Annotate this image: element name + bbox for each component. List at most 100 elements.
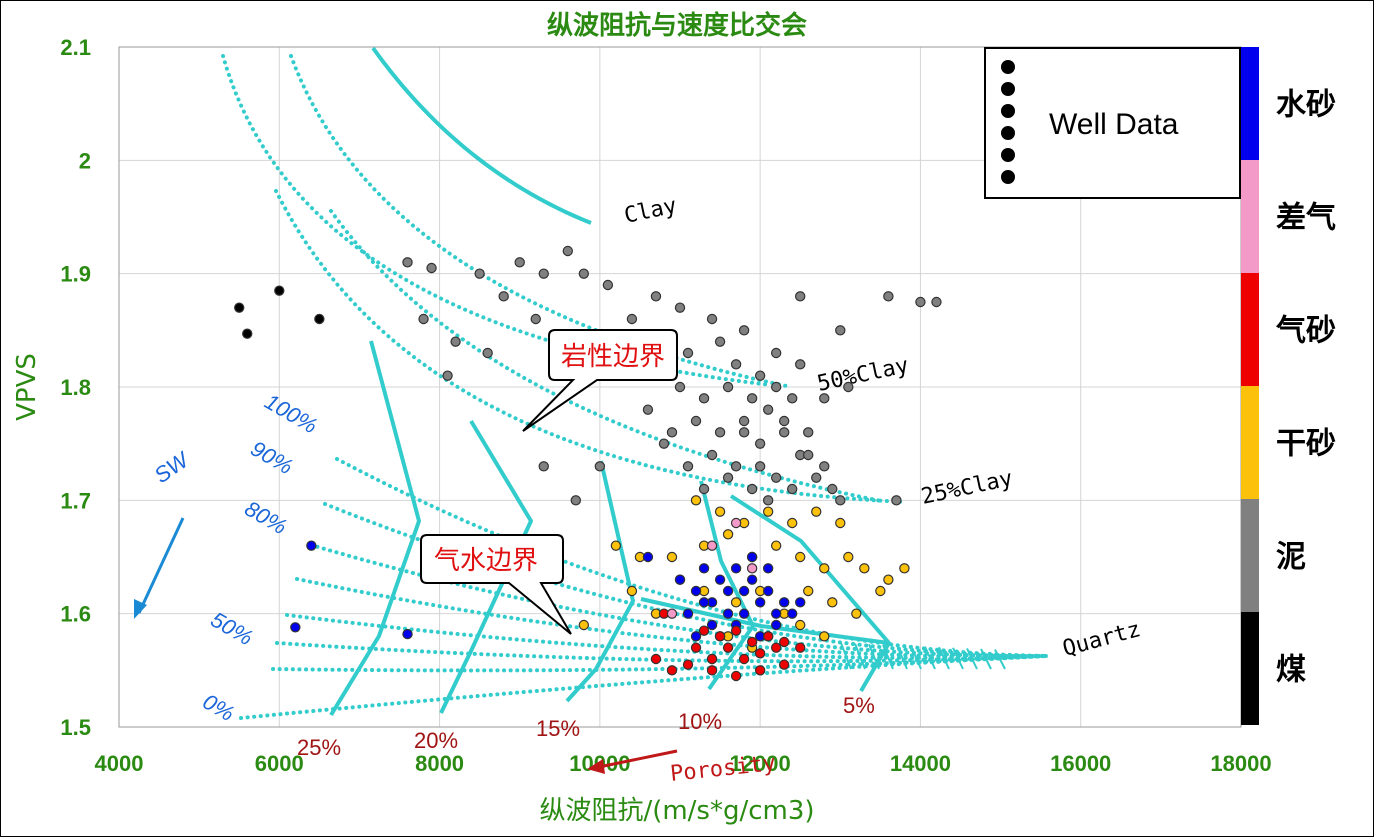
series-水砂: [290, 540, 806, 642]
data-point: [274, 285, 285, 296]
data-point: [795, 642, 806, 653]
y-tick-label: 2: [79, 148, 91, 173]
colorbar-label: 煤: [1276, 653, 1306, 688]
data-point: [778, 415, 790, 427]
sw-fan-curve: [271, 654, 1048, 673]
data-point: [626, 313, 638, 325]
data-point: [875, 585, 886, 597]
data-point: [538, 461, 549, 472]
y-tick-label: 2.1: [60, 35, 91, 60]
clay-label: Clay: [622, 193, 679, 228]
colorbar-segment: [1241, 499, 1259, 612]
sw-100-label: 100%: [261, 389, 322, 439]
data-point: [803, 585, 814, 597]
data-point: [698, 597, 710, 608]
data-point: [762, 563, 774, 574]
data-point: [706, 619, 718, 631]
data-point: [811, 472, 822, 483]
data-point: [859, 563, 870, 574]
data-point: [795, 619, 806, 631]
porosity-10-line: [699, 480, 755, 691]
data-point: [795, 597, 806, 608]
legend-marker-stack: [1001, 60, 1015, 184]
data-point: [642, 551, 654, 563]
clay-trend-line: [371, 46, 592, 225]
data-point: [795, 551, 806, 563]
data-point: [674, 381, 686, 393]
data-point: [738, 653, 750, 665]
porosity-5-line: [729, 494, 891, 693]
data-point: [722, 529, 734, 540]
data-point: [698, 483, 710, 495]
data-point: [690, 585, 702, 597]
data-point: [426, 262, 437, 274]
colorbar-label: 气砂: [1276, 314, 1336, 349]
data-point: [827, 483, 838, 495]
data-point: [666, 665, 678, 676]
data-point: [706, 540, 718, 551]
quartz-hatch: [840, 642, 852, 670]
data-point: [762, 506, 774, 517]
data-point: [899, 563, 910, 574]
quartz-hatch: [910, 645, 922, 670]
data-point: [843, 551, 854, 563]
data-point: [770, 619, 782, 631]
quartz-hatch: [938, 646, 950, 670]
data-point: [762, 631, 774, 642]
porosity-20-line: [439, 419, 533, 714]
data-point: [690, 631, 702, 642]
data-point: [570, 495, 582, 506]
data-point: [666, 608, 678, 619]
data-point: [770, 472, 782, 483]
gas-water-boundary-line: [640, 597, 890, 645]
data-point: [402, 628, 413, 640]
data-point: [450, 336, 461, 347]
data-point: [682, 347, 694, 359]
porosity-25-line: [329, 340, 421, 717]
quartz-hatch: [882, 644, 894, 670]
legend-marker: [1001, 148, 1015, 162]
data-point: [883, 574, 894, 585]
data-point: [674, 574, 686, 585]
data-point: [746, 551, 758, 563]
data-point: [666, 551, 678, 563]
sw-label: SW: [150, 446, 195, 488]
chart-title: 纵波阻抗与速度比交会: [547, 10, 807, 41]
porosity-10-label: 10%: [678, 709, 722, 734]
colorbar-segment: [1241, 273, 1259, 386]
colorbar-segment: [1241, 160, 1259, 273]
legend-marker: [1001, 104, 1015, 118]
x-tick-label: 4000: [95, 751, 144, 776]
legend-marker: [1001, 170, 1015, 184]
y-tick-label: 1.6: [60, 602, 91, 627]
data-point: [778, 597, 790, 608]
legend: Well Data: [984, 47, 1241, 199]
porosity-15-label: 15%: [536, 716, 580, 741]
sw-fan-curve: [285, 613, 1048, 660]
data-point: [714, 574, 726, 585]
colorbar-label: 干砂: [1276, 427, 1336, 462]
colorbar-segment: [1241, 47, 1259, 160]
data-point: [730, 670, 742, 682]
quartz-hatch: [952, 647, 964, 670]
data-point: [482, 347, 493, 359]
y-tick-label: 1.8: [60, 375, 91, 400]
porosity-axis-label: Porosity: [669, 751, 777, 787]
data-point: [730, 563, 742, 574]
data-point: [931, 296, 942, 308]
data-point: [795, 359, 806, 370]
data-point: [682, 461, 694, 472]
data-point: [514, 257, 525, 268]
quartz-hatch: [896, 645, 908, 670]
data-point: [770, 381, 782, 393]
data-point: [714, 427, 726, 438]
legend-marker: [1001, 126, 1015, 140]
data-point: [754, 438, 766, 449]
data-point: [402, 257, 413, 268]
porosity-20-label: 20%: [414, 728, 458, 753]
sw-80-label: 80%: [241, 496, 292, 540]
lithology-boundary-curve: [329, 209, 883, 503]
quartz-hatch: [924, 646, 936, 670]
data-point: [787, 483, 798, 495]
